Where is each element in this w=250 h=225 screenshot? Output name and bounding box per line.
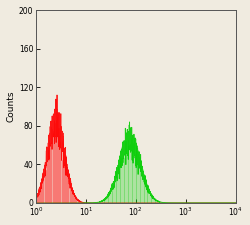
Y-axis label: Counts: Counts: [7, 91, 16, 122]
